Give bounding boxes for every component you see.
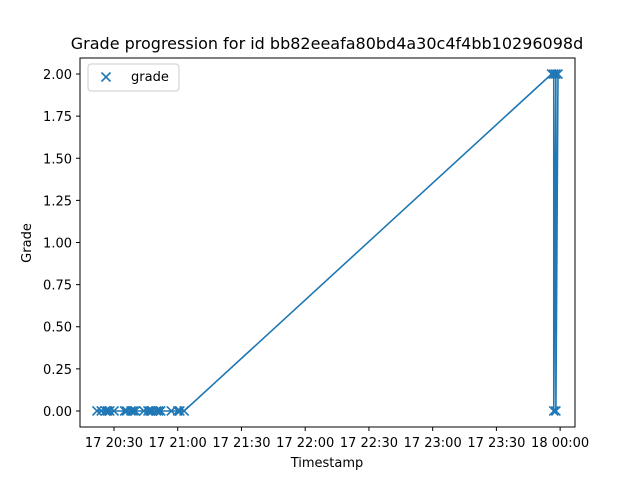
data-point-marker [128,405,139,417]
y-axis: 0.00 0.25 0.50 0.75 1.00 1.25 1.50 1.75 2.00 [43,68,80,420]
y-tick-label: 2.00 [43,68,72,83]
y-tick-label: 0.00 [43,405,72,420]
y-tick-label: 1.75 [43,110,72,125]
x-tick-label: 17 22:30 [340,436,398,451]
data-point-marker [155,405,166,417]
data-point-marker [130,405,141,417]
chart-title: Grade progression for id bb82eeafa80bd4a… [71,34,583,53]
data-point-marker [550,405,561,417]
series-layer [91,68,564,417]
axes-frame [79,57,576,428]
y-tick-label: 1.25 [43,194,72,209]
legend-box [87,63,180,92]
data-point-marker [552,68,564,80]
data-point-marker [108,405,120,417]
y-tick-label: 0.25 [43,363,72,378]
data-point-marker [142,405,154,417]
data-point-marker [91,405,103,417]
x-tick-label: 17 23:00 [404,436,462,451]
legend-marker-x [100,71,112,83]
x-tick-label: 17 21:30 [212,436,270,451]
data-point-marker [100,405,111,417]
data-point-marker [125,405,137,417]
x-tick-label: 17 21:00 [149,436,207,451]
data-point-marker [179,405,190,417]
y-tick-label: 0.50 [43,321,72,336]
data-point-marker [174,405,185,417]
data-point-marker [104,405,115,417]
x-tick-label: 17 22:00 [276,436,334,451]
legend: grade [87,63,180,92]
data-point-marker [548,405,559,417]
y-tick-label: 1.50 [43,152,72,167]
legend-label-grade: grade [131,70,169,85]
data-point-marker [550,68,561,80]
x-axis-title: Timestamp [290,456,364,471]
x-tick-label: 17 20:30 [85,436,143,451]
x-tick-label: 18 00:00 [531,436,589,451]
x-axis: 17 20:30 17 21:00 17 21:30 17 22:00 17 22:30… [85,427,589,451]
x-tick-label: 17 23:30 [467,436,525,451]
y-axis-title: Grade [20,223,35,263]
y-tick-label: 0.75 [43,279,72,294]
data-point-marker [151,405,162,417]
y-tick-label: 1.00 [43,237,72,252]
data-point-marker [153,405,164,417]
data-point-marker [548,68,559,80]
